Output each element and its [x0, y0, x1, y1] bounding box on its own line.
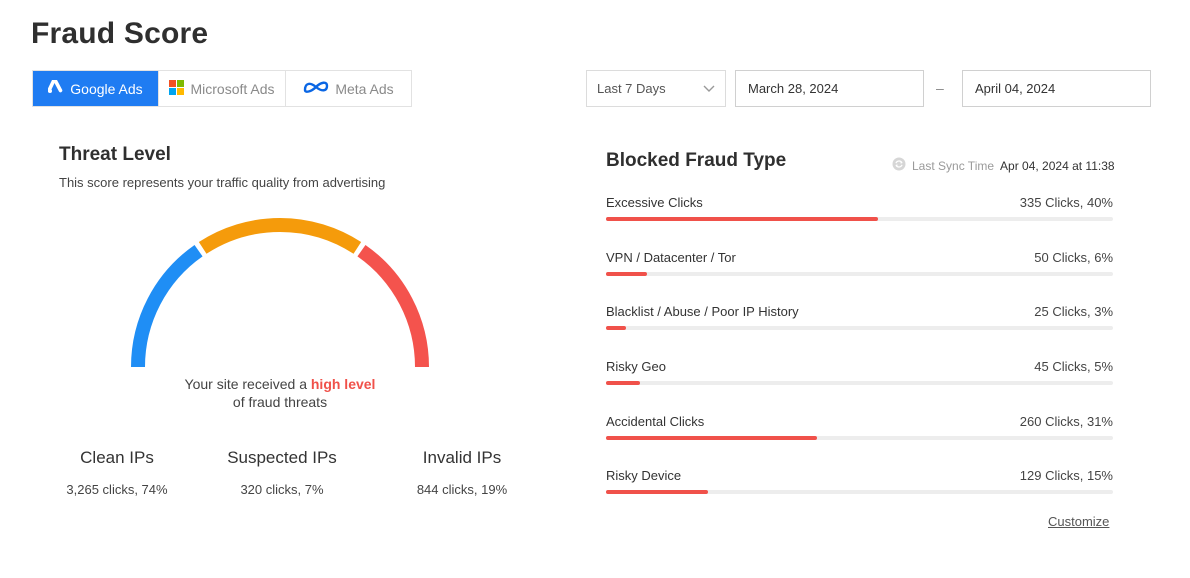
fraud-type-label: Risky Geo	[606, 359, 666, 374]
start-date-input[interactable]: March 28, 2024	[735, 70, 924, 107]
progress-track	[606, 217, 1113, 221]
progress-track	[606, 490, 1113, 494]
fraud-row-accidental-clicks: Accidental Clicks 260 Clicks, 31%	[606, 414, 1113, 444]
threat-level-highlight: high level	[310, 376, 376, 392]
fraud-row-vpn: VPN / Datacenter / Tor 50 Clicks, 6%	[606, 250, 1113, 280]
progress-track	[606, 381, 1113, 385]
stat-invalid-ips: Invalid IPs 844 clicks, 19%	[372, 448, 552, 497]
date-separator: –	[936, 80, 944, 96]
customize-link[interactable]: Customize	[1048, 514, 1110, 529]
stat-suspected-ips: Suspected IPs 320 clicks, 7%	[192, 448, 372, 497]
progress-track	[606, 436, 1113, 440]
progress-fill	[606, 272, 647, 276]
stat-title: Clean IPs	[80, 448, 154, 467]
last-sync: Last Sync Time Apr 04, 2024 at 11:38	[892, 157, 1115, 174]
fraud-type-value: 50 Clicks, 6%	[1034, 250, 1113, 265]
tab-google-ads[interactable]: Google Ads	[33, 71, 159, 106]
tab-label: Meta Ads	[335, 80, 394, 97]
sync-time: Apr 04, 2024 at 11:38	[1000, 158, 1115, 173]
threat-message-post: of fraud threats	[232, 394, 328, 410]
progress-fill	[606, 326, 627, 330]
stat-clean-ips: Clean IPs 3,265 clicks, 74%	[27, 448, 207, 497]
tab-microsoft-ads[interactable]: Microsoft Ads	[159, 71, 286, 106]
fraud-row-risky-device: Risky Device 129 Clicks, 15%	[606, 468, 1113, 498]
fraud-type-value: 260 Clicks, 31%	[1019, 414, 1113, 429]
end-date-value: April 04, 2024	[975, 81, 1056, 96]
sync-label: Last Sync Time	[912, 158, 995, 173]
fraud-type-label: VPN / Datacenter / Tor	[606, 250, 736, 265]
progress-track	[606, 326, 1113, 330]
progress-fill	[606, 381, 641, 385]
tab-label: Microsoft Ads	[190, 80, 275, 97]
fraud-row-risky-geo: Risky Geo 45 Clicks, 5%	[606, 359, 1113, 389]
platform-tabs: Google Ads Microsoft Ads Meta Ads	[32, 70, 412, 107]
fraud-row-excessive-clicks: Excessive Clicks 335 Clicks, 40%	[606, 195, 1113, 225]
tab-label: Google Ads	[70, 80, 143, 97]
stat-value: 320 clicks, 7%	[240, 482, 324, 497]
meta-icon	[303, 80, 329, 97]
gauge-segment-high	[357, 244, 429, 368]
stat-value: 3,265 clicks, 74%	[66, 482, 168, 497]
fraud-type-value: 335 Clicks, 40%	[1019, 195, 1113, 210]
fraud-type-label: Excessive Clicks	[606, 195, 703, 210]
stat-title: Invalid IPs	[422, 448, 502, 467]
progress-fill	[606, 490, 709, 494]
threat-message: Your site received a high level of fraud…	[130, 375, 430, 411]
sync-icon	[892, 157, 906, 174]
start-date-value: March 28, 2024	[748, 81, 839, 96]
fraud-type-value: 45 Clicks, 5%	[1034, 359, 1113, 374]
google-ads-icon	[47, 79, 64, 97]
date-range-value: Last 7 Days	[597, 81, 666, 96]
blocked-fraud-title: Blocked Fraud Type	[606, 150, 787, 171]
stat-title: Suspected IPs	[227, 448, 337, 467]
microsoft-icon	[169, 79, 185, 98]
fraud-type-label: Risky Device	[606, 468, 682, 483]
tab-meta-ads[interactable]: Meta Ads	[286, 71, 411, 106]
end-date-input[interactable]: April 04, 2024	[962, 70, 1151, 107]
threat-level-title: Threat Level	[59, 144, 171, 165]
date-range-select[interactable]: Last 7 Days	[586, 70, 726, 107]
stat-value: 844 clicks, 19%	[416, 482, 508, 497]
threat-gauge	[131, 218, 429, 368]
page-title: Fraud Score	[31, 17, 209, 50]
fraud-type-label: Accidental Clicks	[606, 414, 705, 429]
threat-message-pre: Your site received a	[184, 376, 307, 392]
progress-fill	[606, 217, 879, 221]
chevron-down-icon	[703, 81, 715, 96]
progress-track	[606, 272, 1113, 276]
fraud-type-value: 25 Clicks, 3%	[1034, 304, 1113, 319]
fraud-type-value: 129 Clicks, 15%	[1019, 468, 1113, 483]
gauge-segment-medium	[198, 218, 362, 254]
fraud-type-label: Blacklist / Abuse / Poor IP History	[606, 304, 799, 319]
progress-fill	[606, 436, 817, 440]
gauge-segment-low	[131, 244, 203, 368]
fraud-row-blacklist: Blacklist / Abuse / Poor IP History 25 C…	[606, 304, 1113, 334]
threat-level-subtitle: This score represents your traffic quali…	[59, 175, 386, 190]
